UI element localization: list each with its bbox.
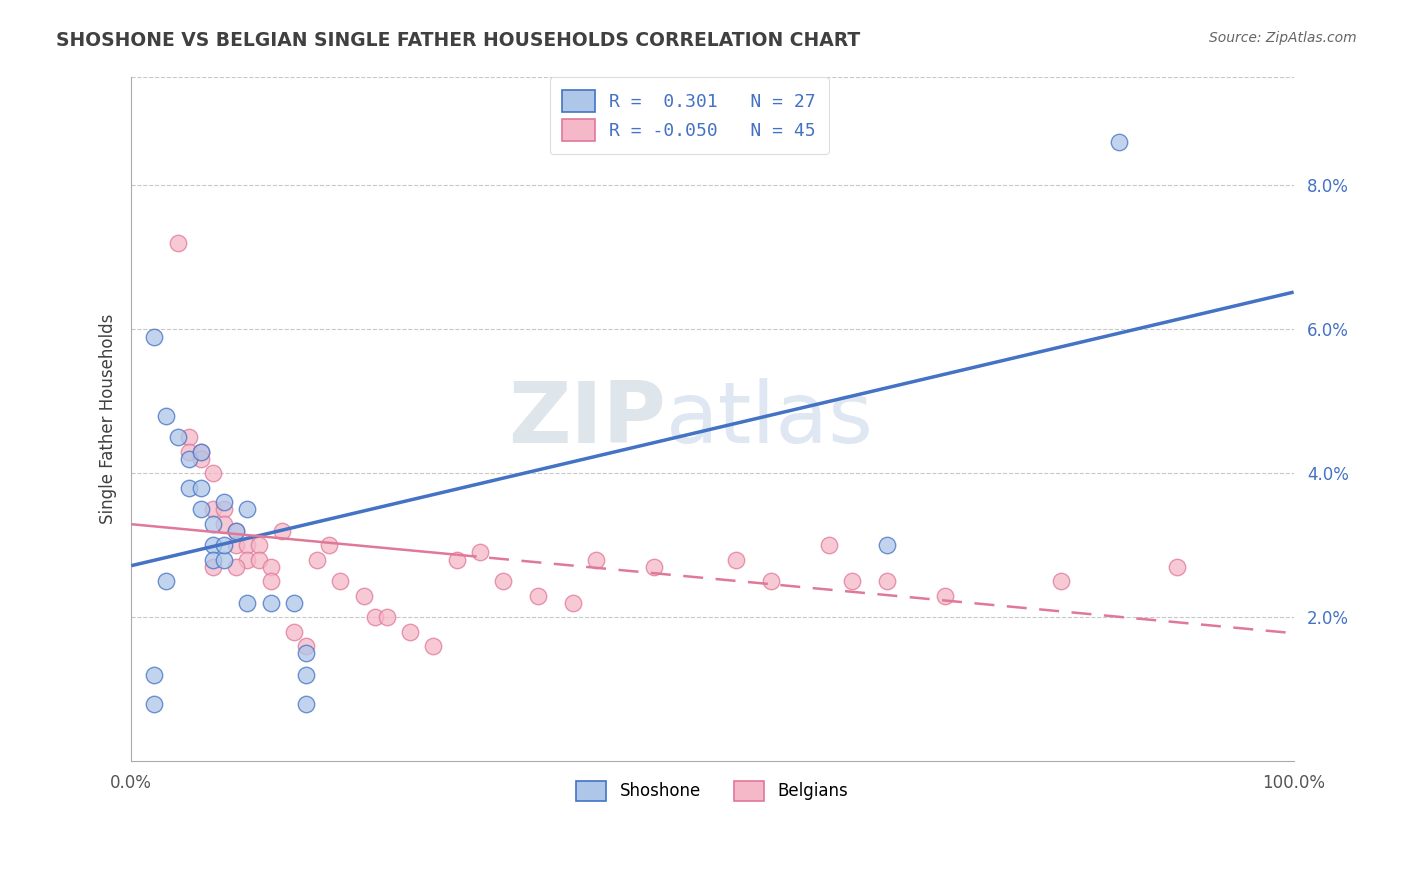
Point: [876, 538, 898, 552]
Point: [1050, 574, 1073, 589]
Point: [294, 697, 316, 711]
Point: [190, 481, 212, 495]
Point: [155, 574, 177, 589]
Text: atlas: atlas: [666, 377, 875, 461]
Point: [422, 639, 444, 653]
Point: [225, 524, 247, 538]
Point: [190, 451, 212, 466]
Y-axis label: Single Father Households: Single Father Households: [100, 314, 117, 524]
Point: [353, 589, 375, 603]
Point: [247, 538, 270, 552]
Point: [318, 538, 340, 552]
Point: [759, 574, 782, 589]
Point: [212, 516, 235, 531]
Point: [527, 589, 550, 603]
Point: [166, 430, 188, 444]
Point: [364, 610, 387, 624]
Point: [468, 545, 491, 559]
Point: [294, 646, 316, 660]
Point: [329, 574, 352, 589]
Point: [190, 444, 212, 458]
Point: [817, 538, 839, 552]
Point: [201, 467, 224, 481]
Point: [236, 596, 259, 610]
Point: [585, 552, 607, 566]
Point: [155, 409, 177, 423]
Point: [294, 639, 316, 653]
Point: [201, 538, 224, 552]
Point: [841, 574, 863, 589]
Point: [399, 624, 422, 639]
Point: [212, 552, 235, 566]
Point: [179, 451, 201, 466]
Point: [225, 538, 247, 552]
Point: [260, 559, 283, 574]
Point: [260, 574, 283, 589]
Point: [201, 516, 224, 531]
Point: [307, 552, 329, 566]
Legend: Shoshone, Belgians: Shoshone, Belgians: [564, 767, 862, 814]
Point: [190, 502, 212, 516]
Point: [643, 559, 665, 574]
Point: [283, 624, 305, 639]
Point: [247, 552, 270, 566]
Point: [225, 559, 247, 574]
Point: [236, 552, 259, 566]
Point: [876, 574, 898, 589]
Point: [375, 610, 398, 624]
Point: [294, 667, 316, 681]
Point: [143, 697, 166, 711]
Point: [446, 552, 468, 566]
Point: [166, 235, 188, 250]
Point: [271, 524, 294, 538]
Point: [201, 552, 224, 566]
Point: [225, 524, 247, 538]
Point: [212, 538, 235, 552]
Point: [179, 430, 201, 444]
Point: [143, 667, 166, 681]
Point: [212, 495, 235, 509]
Point: [236, 538, 259, 552]
Point: [212, 502, 235, 516]
Point: [1166, 559, 1188, 574]
Point: [260, 596, 283, 610]
Point: [1108, 135, 1130, 149]
Point: [236, 502, 259, 516]
Point: [179, 481, 201, 495]
Point: [143, 329, 166, 343]
Point: [201, 559, 224, 574]
Point: [562, 596, 585, 610]
Point: [934, 589, 956, 603]
Point: [724, 552, 747, 566]
Point: [201, 502, 224, 516]
Point: [492, 574, 515, 589]
Text: SHOSHONE VS BELGIAN SINGLE FATHER HOUSEHOLDS CORRELATION CHART: SHOSHONE VS BELGIAN SINGLE FATHER HOUSEH…: [56, 31, 860, 50]
Text: ZIP: ZIP: [508, 377, 666, 461]
Point: [190, 444, 212, 458]
Point: [179, 444, 201, 458]
Point: [283, 596, 305, 610]
Text: Source: ZipAtlas.com: Source: ZipAtlas.com: [1209, 31, 1357, 45]
